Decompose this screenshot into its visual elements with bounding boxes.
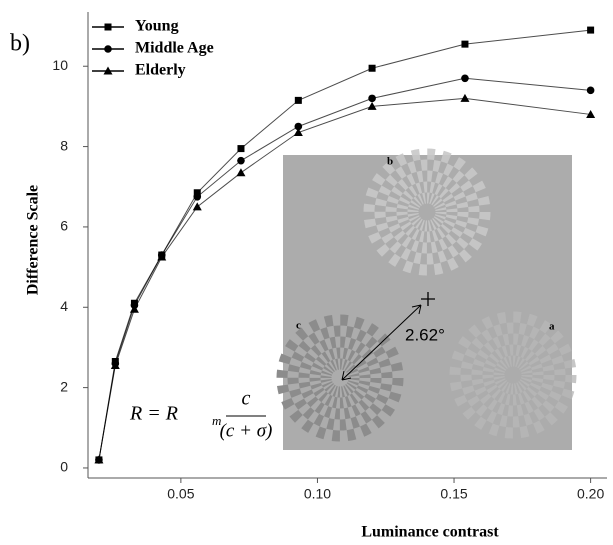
marker — [193, 189, 201, 197]
x-tick-label: 0.10 — [304, 486, 331, 502]
marker — [104, 45, 112, 53]
fixation-cross — [421, 292, 435, 306]
marker — [368, 94, 376, 103]
marker — [461, 74, 469, 83]
checker-ring — [396, 181, 458, 243]
checker-ring — [482, 344, 544, 406]
marker — [193, 192, 202, 201]
x-tick-label: 0.15 — [440, 486, 467, 502]
marker — [104, 23, 112, 31]
formula-numerator: c — [242, 388, 251, 410]
checker-ring — [276, 314, 404, 442]
checker-ring — [385, 170, 469, 254]
checker-ring — [471, 333, 555, 417]
marker — [586, 109, 596, 118]
series-line — [98, 97, 591, 461]
formula-lhs: R = R — [129, 403, 178, 425]
inset-label: a — [549, 321, 555, 333]
inset-label: b — [387, 156, 393, 168]
marker — [293, 128, 303, 137]
y-axis-label: Difference Scale — [25, 185, 42, 295]
y-tick-label: 4 — [60, 298, 68, 314]
series-line — [98, 29, 591, 461]
marker — [587, 26, 595, 34]
marker — [157, 252, 167, 261]
x-tick-label: 0.20 — [577, 486, 604, 502]
x-axis-label: Luminance contrast — [361, 524, 499, 541]
marker — [461, 40, 469, 48]
marker — [294, 122, 303, 131]
series-line — [98, 77, 591, 461]
inset-label: c — [296, 320, 301, 332]
marker — [460, 93, 470, 102]
checker-ring — [407, 192, 447, 232]
formula-denominator: (c + σ) — [220, 420, 273, 441]
panel-label: b) — [10, 31, 30, 57]
marker — [367, 101, 377, 110]
y-tick-label: 0 — [60, 459, 68, 475]
marker — [129, 304, 139, 313]
legend-label: Young — [135, 18, 179, 35]
checker-ring — [298, 336, 382, 420]
y-tick-label: 8 — [60, 137, 68, 153]
marker — [237, 156, 245, 165]
y-tick-label: 6 — [60, 218, 68, 234]
angle-label: 2.62° — [405, 325, 445, 344]
legend-label: Middle Age — [135, 40, 214, 57]
checker-ring — [493, 355, 533, 395]
marker — [110, 361, 120, 370]
marker — [103, 66, 113, 75]
legend-label: Elderly — [135, 62, 186, 79]
marker — [94, 455, 104, 464]
checker-ring — [460, 322, 566, 428]
y-tick-label: 2 — [60, 378, 68, 394]
x-tick-label: 0.05 — [167, 486, 194, 502]
marker — [294, 96, 302, 104]
marker — [192, 202, 202, 211]
checker-ring — [287, 325, 393, 431]
marker — [586, 86, 595, 95]
checker-ring — [309, 347, 371, 409]
distance-arrow — [341, 304, 422, 381]
marker — [237, 145, 245, 153]
y-tick-label: 10 — [52, 57, 68, 73]
checker-ring — [449, 311, 577, 439]
checker-ring — [320, 358, 360, 398]
checker-ring — [374, 159, 480, 265]
formula-sub: m — [212, 413, 221, 428]
marker — [236, 168, 246, 177]
checker-ring — [363, 148, 491, 276]
inset: b c a 2.62° — [276, 148, 577, 450]
marker — [368, 64, 376, 72]
